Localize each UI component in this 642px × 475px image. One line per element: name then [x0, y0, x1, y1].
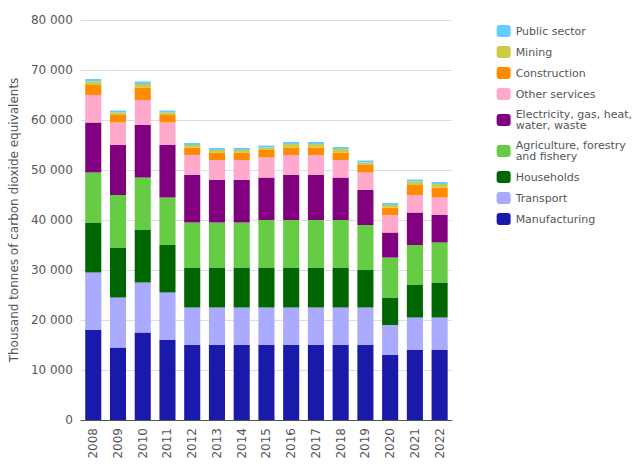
svg-text:Construction: Construction: [516, 67, 586, 80]
svg-text:2010: 2010: [136, 428, 150, 459]
svg-text:2022: 2022: [433, 428, 447, 459]
svg-text:70 000: 70 000: [31, 63, 73, 77]
svg-text:2008: 2008: [86, 428, 100, 459]
svg-text:2011: 2011: [160, 428, 174, 459]
svg-text:2019: 2019: [358, 428, 372, 459]
svg-text:Mining: Mining: [516, 46, 553, 59]
svg-text:Transport: Transport: [515, 192, 568, 205]
svg-text:30 000: 30 000: [31, 263, 73, 277]
svg-text:40 000: 40 000: [31, 213, 73, 227]
svg-text:50 000: 50 000: [31, 163, 73, 177]
svg-text:10 000: 10 000: [31, 363, 73, 377]
svg-text:2017: 2017: [309, 428, 323, 459]
svg-text:Manufacturing: Manufacturing: [516, 213, 596, 226]
svg-text:water, waste: water, waste: [516, 119, 587, 132]
svg-text:0: 0: [65, 413, 73, 427]
svg-text:2012: 2012: [185, 428, 199, 459]
svg-text:and fishery: and fishery: [516, 150, 578, 163]
svg-text:Agriculture, forestry: Agriculture, forestry: [515, 139, 626, 152]
svg-text:20 000: 20 000: [31, 313, 73, 327]
svg-text:2020: 2020: [383, 428, 397, 459]
svg-text:2016: 2016: [284, 428, 298, 459]
svg-text:2018: 2018: [334, 428, 348, 459]
svg-text:Other services: Other services: [516, 88, 596, 101]
svg-text:2021: 2021: [408, 428, 422, 459]
svg-text:2014: 2014: [235, 428, 249, 459]
svg-text:2015: 2015: [259, 428, 273, 459]
svg-text:80 000: 80 000: [31, 13, 73, 27]
svg-text:Electricity, gas, heat,: Electricity, gas, heat,: [515, 108, 632, 121]
svg-text:Households: Households: [516, 171, 580, 184]
svg-text:Thousand tonnes of carbon diox: Thousand tonnes of carbon dioxide equiva…: [7, 78, 21, 364]
svg-text:60 000: 60 000: [31, 113, 73, 127]
svg-text:2013: 2013: [210, 428, 224, 459]
svg-text:Public sector: Public sector: [516, 25, 587, 38]
svg-text:2009: 2009: [111, 428, 125, 459]
